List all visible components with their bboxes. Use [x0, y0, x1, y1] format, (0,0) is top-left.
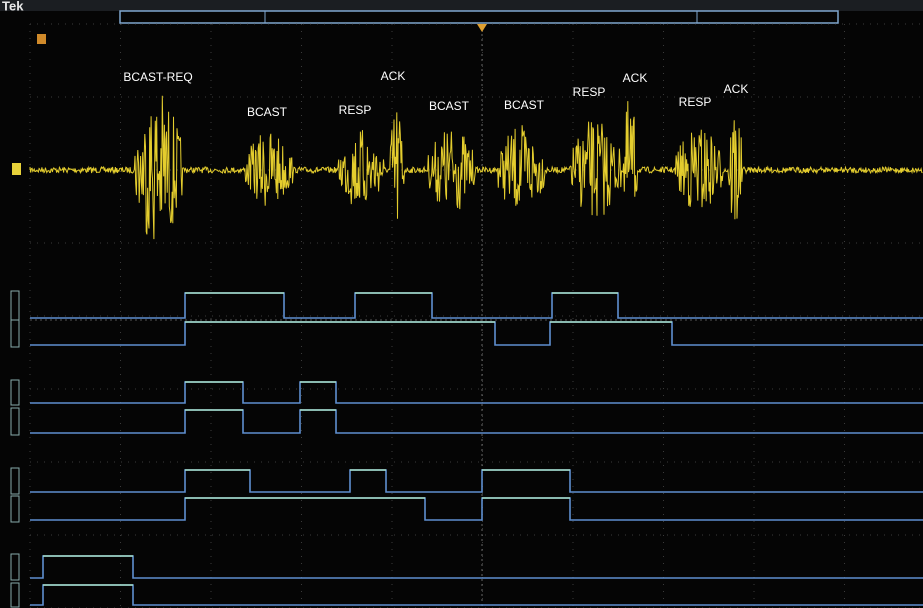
page: Tek BCAST-REQ BCAST RESP ACK BCAST BCAST RESP A… — [0, 0, 923, 608]
scope-screen: Tek BCAST-REQ BCAST RESP ACK BCAST BCAST RESP A… — [0, 0, 923, 608]
brand-logo: Tek — [2, 0, 24, 13]
screen-bg — [0, 0, 923, 608]
packet-label: BCAST — [247, 105, 288, 119]
top-bar — [0, 0, 923, 11]
packet-label: BCAST-REQ — [123, 70, 192, 84]
packet-label: ACK — [381, 69, 406, 83]
packet-label: BCAST — [504, 98, 545, 112]
packet-label: ACK — [623, 71, 648, 85]
packet-label: BCAST — [429, 99, 470, 113]
channel-badge — [37, 34, 46, 44]
packet-label: ACK — [724, 82, 749, 96]
packet-label: RESP — [573, 85, 606, 99]
packet-label: RESP — [679, 95, 712, 109]
packet-label: RESP — [339, 103, 372, 117]
channel-marker — [12, 163, 21, 175]
